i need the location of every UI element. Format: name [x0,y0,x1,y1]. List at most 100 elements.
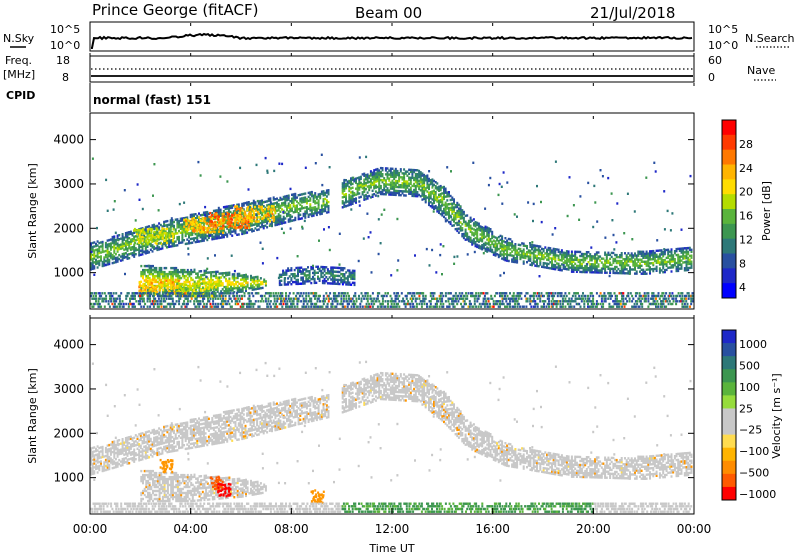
power-cell [309,197,312,200]
power-cell [176,238,179,241]
power-hotspot-cell [140,284,143,287]
power-cell [179,231,182,234]
power-cell [469,230,472,233]
power-cell [245,281,247,285]
power-ground-cell [184,305,187,308]
nave-label: Nave [747,64,775,77]
power-cell [221,230,224,233]
power-cell [567,258,570,261]
power-cell [622,262,625,265]
power-cell [211,212,214,215]
power-cell [531,261,533,265]
power-ground-cell [220,294,223,298]
power-cell [413,170,416,174]
power-cell [351,190,354,193]
power-cell [158,274,161,278]
power-cell [191,270,194,274]
power-cell [229,226,232,230]
power-cell [302,196,305,200]
power-cell [497,241,500,245]
power-cell [253,278,256,281]
power-cell [649,270,651,273]
power-cell [396,185,399,189]
power-ground-cell [185,292,188,295]
power-cell [287,277,290,280]
power-cell [333,270,336,273]
power-ground-cell [194,305,197,308]
power-hotspot-cell [244,226,247,229]
power-cell [506,257,509,260]
power-cell [140,264,143,268]
power-cell [476,231,479,235]
power-cell [469,218,472,221]
power-cell [104,255,107,259]
power-hotspot-cell [150,282,153,285]
power-hotspot-cell [139,237,142,241]
power-cell [155,292,158,296]
power-ground-cell [108,294,111,298]
power-cell [271,206,273,210]
power-cell [436,186,439,189]
power-cell [363,184,366,187]
power-cell [106,239,109,242]
power-ground-cell [139,292,142,295]
power-cell [153,233,156,237]
power-cell [419,175,422,178]
power-cell [492,251,495,254]
power-cell [522,244,525,247]
power-hotspot-cell [248,214,251,218]
power-cell [501,253,504,256]
power-cell [482,228,485,232]
power-cell [171,221,174,224]
power-ground-cell [228,294,231,298]
power-cell [404,170,407,173]
power-cell [657,259,660,262]
power-ground-cell [205,292,208,295]
power-cell [155,268,158,272]
power-hotspot-cell [137,231,140,234]
power-cell [189,233,192,237]
power-hotspot-cell [206,290,209,293]
power-cell [314,206,317,209]
power-cell [138,246,141,249]
power-cell [579,254,582,258]
power-cell [627,272,630,275]
power-cell [391,185,394,188]
power-cell [239,229,242,232]
power-cell [228,279,231,282]
power-hotspot-cell [179,286,182,289]
power-ground-cell [117,302,120,306]
power-cell [607,253,610,256]
power-cell [330,274,333,277]
power-cell [428,193,430,197]
power-cell [649,268,651,271]
power-hotspot-cell [252,209,255,212]
power-cell [376,185,379,189]
power-cell [471,233,474,236]
power-cell [560,249,563,252]
power-hotspot-cell [190,226,193,230]
power-cell [547,254,550,258]
power-cell [630,254,633,257]
power-ground-cell [185,294,188,298]
power-cell [408,178,411,181]
power-cell [665,248,668,252]
power-cell [312,196,315,199]
power-cell [351,196,354,199]
power-cell [313,271,316,275]
power-cell [639,262,641,265]
power-cell [299,213,302,216]
power-cell [189,237,192,241]
power-cell [345,281,348,284]
power-cell [391,167,394,170]
power-cell [200,278,203,281]
power-cell [282,197,285,201]
power-cell [304,198,307,201]
power-cell [551,267,553,270]
power-cell [433,191,435,194]
power-hotspot-cell [154,290,157,293]
power-hotspot-cell [239,211,242,214]
power-cell [569,262,572,265]
power-cell [171,270,174,274]
power-cell [116,260,119,263]
